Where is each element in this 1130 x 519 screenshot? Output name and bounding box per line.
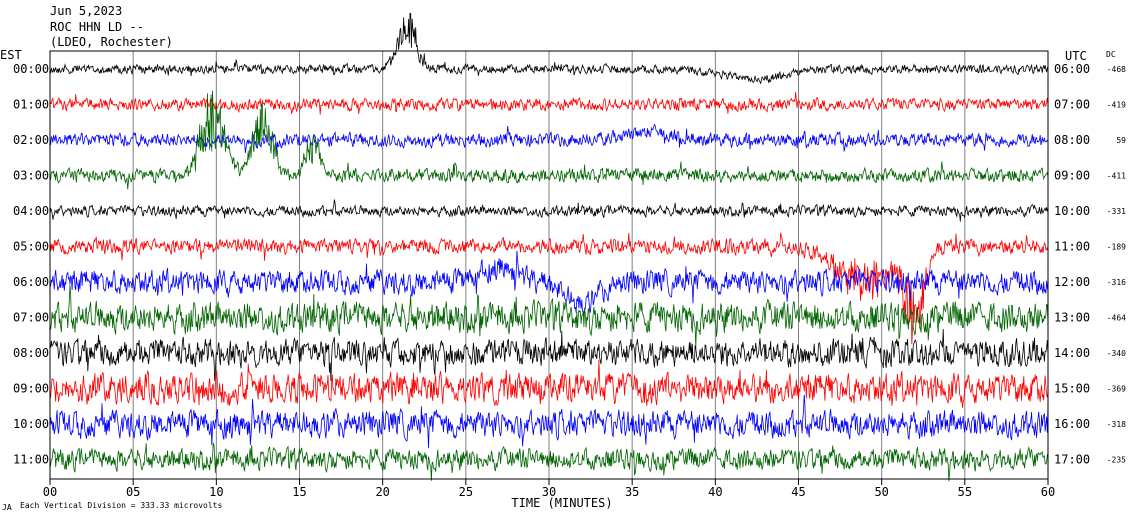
seismic-trace-0400 xyxy=(49,199,1049,222)
dc-offset-label: -316 xyxy=(1107,278,1126,287)
seismic-trace-0200 xyxy=(49,123,1048,154)
dc-offset-label: 59 xyxy=(1116,136,1126,145)
seismic-trace-0900 xyxy=(49,359,1049,408)
scale-note: Each Vertical Division = 333.33 microvol… xyxy=(20,501,222,510)
est-hour-label: 07:00 xyxy=(13,311,49,325)
est-hour-label: 01:00 xyxy=(13,98,49,112)
seismic-trace-0700 xyxy=(49,284,1049,348)
est-hour-label: 11:00 xyxy=(13,453,49,467)
dc-offset-label: -331 xyxy=(1107,207,1126,216)
x-axis-label: TIME (MINUTES) xyxy=(511,496,612,510)
time-gridlines xyxy=(49,51,1049,479)
utc-hour-label: 10:00 xyxy=(1054,204,1090,218)
location-label: (LDEO, Rochester) xyxy=(50,35,173,49)
est-hour-label: 03:00 xyxy=(13,169,49,183)
x-tick-label: 10 xyxy=(209,485,223,499)
x-tick-label: 00 xyxy=(43,485,57,499)
est-hour-label: 05:00 xyxy=(13,240,49,254)
utc-hour-label: 15:00 xyxy=(1054,382,1090,396)
seismic-trace-0300 xyxy=(49,90,1049,190)
dc-offset-label: -369 xyxy=(1107,385,1126,394)
utc-hour-label: 17:00 xyxy=(1054,453,1090,467)
dc-offset-label: -189 xyxy=(1107,243,1126,252)
seismic-trace-0500 xyxy=(49,232,1049,345)
dc-header-label: DC xyxy=(1106,50,1116,59)
seismic-trace-0600 xyxy=(49,250,1049,315)
est-hour-label: 10:00 xyxy=(13,417,49,431)
utc-hour-label: 06:00 xyxy=(1054,62,1090,76)
est-hour-label: 06:00 xyxy=(13,275,49,289)
utc-hour-label: 13:00 xyxy=(1054,311,1090,325)
dc-offset-label: -318 xyxy=(1107,420,1126,429)
x-tick-label: 30 xyxy=(542,485,556,499)
est-hour-label: 00:00 xyxy=(13,62,49,76)
date-label: Jun 5,2023 xyxy=(50,4,122,18)
x-tick-label: 40 xyxy=(708,485,722,499)
x-tick-label: 15 xyxy=(292,485,306,499)
seismic-trace-0000 xyxy=(49,12,1049,85)
x-tick-label: 45 xyxy=(791,485,805,499)
dc-offset-label: -419 xyxy=(1107,101,1126,110)
seismic-trace-1100 xyxy=(49,441,1049,482)
dc-offset-labels: -468 -419 59 -411 -331 -189 -316 -464 -340 -369 -3… xyxy=(1107,65,1126,465)
x-tick-label: 05 xyxy=(126,485,140,499)
utc-hour-label: 09:00 xyxy=(1054,169,1090,183)
seismic-trace-0800 xyxy=(49,329,1049,381)
dc-offset-label: -464 xyxy=(1107,314,1126,323)
x-tick-label: 50 xyxy=(874,485,888,499)
est-hour-label: 04:00 xyxy=(13,204,49,218)
est-hour-labels: 00:00 01:00 02:00 03:00 04:00 05:00 06:00 07:00… xyxy=(13,62,49,467)
est-hour-label: 02:00 xyxy=(13,133,49,147)
est-hour-label: 08:00 xyxy=(13,346,49,360)
left-timezone-label: EST xyxy=(0,48,22,62)
seismic-traces xyxy=(49,12,1049,482)
x-tick-label: 25 xyxy=(459,485,473,499)
utc-hour-label: 11:00 xyxy=(1054,240,1090,254)
utc-hour-label: 08:00 xyxy=(1054,133,1090,147)
dc-offset-label: -235 xyxy=(1107,456,1126,465)
dc-offset-label: -468 xyxy=(1107,65,1126,74)
corner-mark: JA xyxy=(2,503,12,512)
x-tick-label: 55 xyxy=(958,485,972,499)
x-tick-label: 35 xyxy=(625,485,639,499)
utc-hour-label: 07:00 xyxy=(1054,98,1090,112)
utc-hour-labels: 06:00 07:00 08:00 09:00 10:00 11:00 12:00 13:00… xyxy=(1054,62,1090,467)
utc-hour-label: 16:00 xyxy=(1054,417,1090,431)
est-hour-label: 09:00 xyxy=(13,382,49,396)
dc-offset-label: -340 xyxy=(1107,349,1126,358)
utc-hour-label: 12:00 xyxy=(1054,275,1090,289)
utc-hour-label: 14:00 xyxy=(1054,346,1090,360)
x-tick-label: 20 xyxy=(375,485,389,499)
right-timezone-label: UTC xyxy=(1065,49,1087,63)
seismic-trace-1000 xyxy=(49,394,1049,449)
station-label: ROC HHN LD -- xyxy=(50,20,144,34)
x-tick-labels: 00 05 10 15 20 25 30 35 40 45 50 55 60 xyxy=(43,479,1055,499)
dc-offset-label: -411 xyxy=(1107,172,1126,181)
x-tick-label: 60 xyxy=(1041,485,1055,499)
